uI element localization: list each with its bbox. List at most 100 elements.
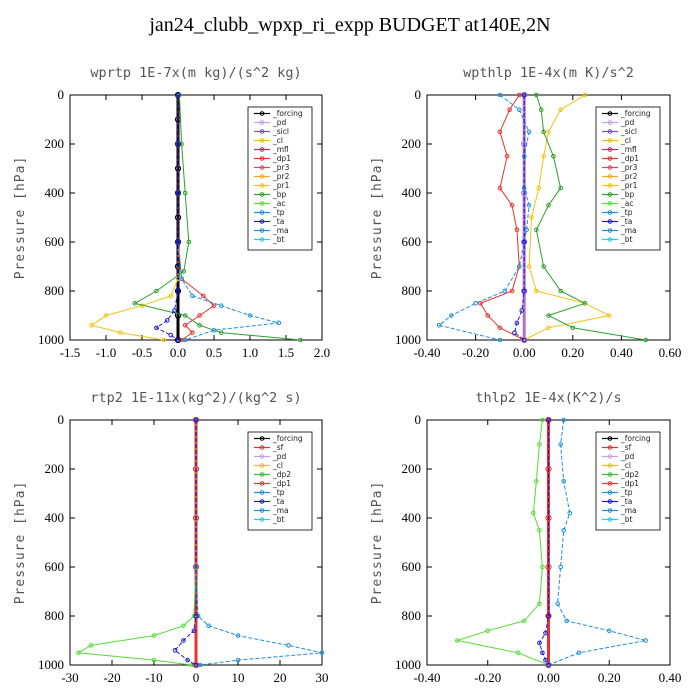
y-tick-label: 800 — [402, 608, 422, 623]
data-point — [570, 325, 576, 331]
legend-marker — [607, 481, 613, 486]
legend-marker — [607, 499, 613, 504]
y-tick-label: 0 — [415, 87, 422, 102]
legend-marker — [259, 147, 265, 152]
data-point — [524, 227, 529, 233]
legend-entry: _forcing — [620, 109, 651, 118]
legend-marker — [607, 174, 613, 179]
data-point — [582, 92, 588, 98]
x-tick-label: -1.0 — [96, 345, 117, 360]
data-point — [521, 288, 527, 294]
y-axis-label: Pressure [hPa] — [13, 156, 28, 280]
legend-marker — [259, 472, 265, 477]
data-point — [546, 613, 551, 619]
series-line-ta — [538, 420, 549, 666]
series-line-pr1 — [523, 94, 611, 341]
legend-entry: _dp1 — [272, 479, 291, 488]
data-point — [537, 601, 542, 607]
series-line-dp1 — [177, 95, 215, 341]
panel-1: wprtp 1E-7x(m kg)/(s^2 kg) Pressure [hPa]… — [13, 65, 330, 360]
figure-title: jan24_clubb_wpxp_ri_expp BUDGET at140E,2… — [149, 14, 551, 36]
data-point — [181, 269, 187, 274]
data-point — [436, 323, 442, 328]
data-point — [175, 141, 181, 147]
legend-marker — [607, 445, 613, 450]
data-point — [558, 442, 563, 447]
data-point — [182, 190, 188, 196]
data-point — [517, 107, 522, 112]
y-tick-label: 200 — [402, 461, 422, 476]
legend-entry: _bp — [272, 190, 287, 199]
plot-frame — [426, 94, 671, 341]
y-tick-label: 600 — [402, 559, 422, 574]
legend-marker — [259, 228, 265, 233]
legend-marker — [259, 165, 265, 170]
data-point — [197, 662, 203, 668]
legend-entry: _bt — [620, 515, 633, 524]
legend-box — [247, 106, 313, 251]
x-tick-label: 20 — [274, 670, 287, 685]
data-point — [606, 313, 612, 318]
series-line-tp — [548, 419, 646, 666]
panel-title: wprtp 1E-7x(m kg)/(s^2 kg) — [90, 65, 301, 81]
data-point — [517, 92, 522, 98]
legend-entry: _pr1 — [272, 181, 290, 190]
legend-entry: _dp1 — [620, 479, 639, 488]
legend-marker — [607, 237, 613, 242]
data-point — [545, 661, 552, 669]
data-point — [175, 190, 181, 196]
legend-entry: _mfl — [272, 145, 289, 154]
x-tick-label: -20 — [103, 670, 120, 685]
data-point — [576, 650, 582, 656]
data-point — [497, 185, 503, 191]
legend-entry: _cl — [620, 136, 631, 145]
data-point — [175, 337, 181, 343]
legend-entry: _ma — [620, 506, 637, 515]
data-point — [89, 323, 94, 328]
legend-entry: _cl — [620, 461, 631, 470]
data-point — [118, 330, 123, 335]
data-point — [546, 202, 551, 208]
x-tick-label: 0.0 — [170, 345, 186, 360]
y-tick-label: 800 — [402, 283, 422, 298]
data-point — [181, 638, 186, 643]
legend-marker — [259, 174, 265, 179]
data-point — [174, 312, 182, 319]
legend-entry: _bt — [272, 235, 285, 244]
data-point — [507, 107, 512, 112]
data-point — [175, 239, 181, 245]
data-point — [235, 657, 241, 663]
legend-marker — [607, 454, 613, 459]
y-tick-label: 0 — [58, 412, 65, 427]
legend-entry: _pd — [620, 452, 635, 461]
data-point — [567, 510, 573, 516]
legend-marker — [259, 490, 265, 495]
legend-marker — [607, 165, 613, 170]
legend-entry: _dp2 — [620, 470, 639, 479]
legend-box — [247, 431, 313, 531]
legend-entry: _tp — [272, 488, 285, 497]
series-line-tp — [195, 420, 323, 666]
legend-entry: _pr1 — [620, 181, 638, 190]
y-axis-label: Pressure [hPa] — [13, 481, 28, 605]
data-point — [555, 601, 560, 607]
legend-entry: _bt — [620, 235, 633, 244]
x-tick-label: 0.40 — [610, 345, 633, 360]
data-point — [546, 325, 551, 331]
data-point — [172, 648, 178, 653]
data-point — [218, 330, 224, 335]
series-line-ta — [174, 420, 197, 666]
legend-entry: _dp1 — [620, 154, 639, 163]
legend-entry: _ac — [272, 199, 285, 208]
y-tick-label: 200 — [45, 136, 65, 151]
data-point — [545, 514, 552, 522]
legend-entry: _tp — [620, 208, 633, 217]
data-point — [485, 628, 491, 634]
legend-marker — [259, 219, 265, 224]
data-point — [643, 337, 649, 343]
legend-entry: _forcing — [272, 109, 303, 118]
x-tick-label: 10 — [232, 670, 245, 685]
panel-title: rtp2 1E-11x(kg^2)/(kg^2 s) — [90, 390, 301, 406]
legend-marker — [259, 445, 265, 450]
